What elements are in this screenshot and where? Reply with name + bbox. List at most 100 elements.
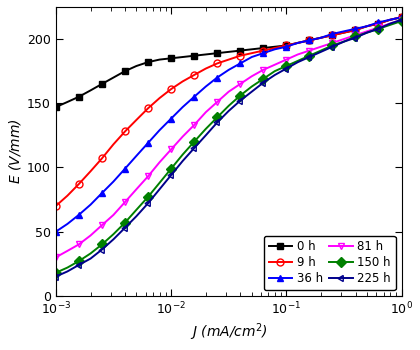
9 h (168, 87, 173, 91)
9 h (65, 194, 70, 198)
36 h (261, 51, 266, 55)
36 h (318, 36, 323, 40)
81 h (284, 57, 289, 62)
81 h (365, 29, 370, 34)
Line: 36 h: 36 h (52, 7, 420, 235)
0 h (284, 43, 289, 48)
0 h (134, 64, 139, 68)
9 h (111, 142, 116, 146)
0 h (261, 46, 266, 50)
9 h (88, 169, 93, 173)
225 h (272, 73, 277, 77)
81 h (307, 49, 312, 53)
225 h (215, 120, 220, 125)
Line: 225 h: 225 h (52, 9, 420, 280)
81 h (100, 223, 105, 227)
0 h (249, 47, 254, 51)
225 h (318, 50, 323, 54)
81 h (410, 14, 415, 18)
9 h (376, 22, 381, 26)
36 h (272, 47, 277, 51)
9 h (100, 156, 105, 161)
9 h (410, 11, 415, 15)
9 h (215, 61, 220, 65)
150 h (284, 64, 289, 68)
Line: 81 h: 81 h (52, 9, 420, 261)
9 h (272, 46, 277, 50)
9 h (295, 41, 300, 45)
225 h (388, 22, 393, 26)
150 h (365, 30, 370, 35)
9 h (134, 118, 139, 122)
81 h (215, 100, 220, 104)
225 h (134, 214, 139, 218)
0 h (100, 82, 105, 86)
36 h (157, 128, 162, 132)
81 h (76, 242, 81, 246)
36 h (295, 41, 300, 45)
225 h (192, 146, 197, 150)
36 h (168, 117, 173, 121)
0 h (88, 88, 93, 92)
0 h (307, 38, 312, 42)
81 h (123, 200, 128, 204)
225 h (284, 66, 289, 71)
9 h (261, 49, 266, 53)
9 h (53, 204, 58, 208)
Line: 150 h: 150 h (52, 9, 420, 276)
36 h (53, 230, 58, 234)
36 h (192, 95, 197, 99)
0 h (111, 76, 116, 80)
81 h (157, 160, 162, 164)
150 h (388, 23, 393, 27)
36 h (330, 32, 335, 36)
36 h (180, 105, 185, 109)
X-axis label: $J$ (mA/cm$^2$): $J$ (mA/cm$^2$) (190, 321, 268, 343)
225 h (410, 14, 415, 18)
81 h (145, 174, 150, 179)
9 h (192, 73, 197, 77)
0 h (53, 105, 58, 109)
150 h (261, 77, 266, 81)
225 h (399, 18, 404, 22)
225 h (376, 27, 381, 31)
225 h (100, 247, 105, 252)
36 h (76, 213, 81, 217)
9 h (341, 30, 346, 35)
9 h (157, 96, 162, 100)
150 h (238, 93, 243, 98)
36 h (307, 38, 312, 42)
225 h (341, 40, 346, 44)
Line: 0 h: 0 h (52, 7, 420, 111)
225 h (203, 133, 208, 138)
225 h (123, 226, 128, 230)
225 h (238, 99, 243, 103)
9 h (399, 15, 404, 19)
36 h (111, 180, 116, 184)
9 h (249, 51, 254, 55)
150 h (410, 14, 415, 18)
9 h (318, 36, 323, 40)
225 h (226, 109, 231, 113)
9 h (226, 57, 231, 62)
150 h (145, 195, 150, 199)
0 h (238, 49, 243, 53)
150 h (318, 49, 323, 53)
150 h (376, 27, 381, 31)
225 h (180, 159, 185, 163)
36 h (284, 45, 289, 49)
0 h (76, 95, 81, 99)
36 h (134, 154, 139, 158)
150 h (88, 251, 93, 256)
0 h (376, 22, 381, 26)
150 h (307, 54, 312, 58)
150 h (123, 220, 128, 225)
36 h (341, 29, 346, 34)
9 h (353, 28, 358, 32)
36 h (249, 55, 254, 59)
9 h (365, 24, 370, 28)
0 h (180, 55, 185, 59)
81 h (249, 74, 254, 78)
81 h (388, 22, 393, 26)
150 h (399, 19, 404, 23)
